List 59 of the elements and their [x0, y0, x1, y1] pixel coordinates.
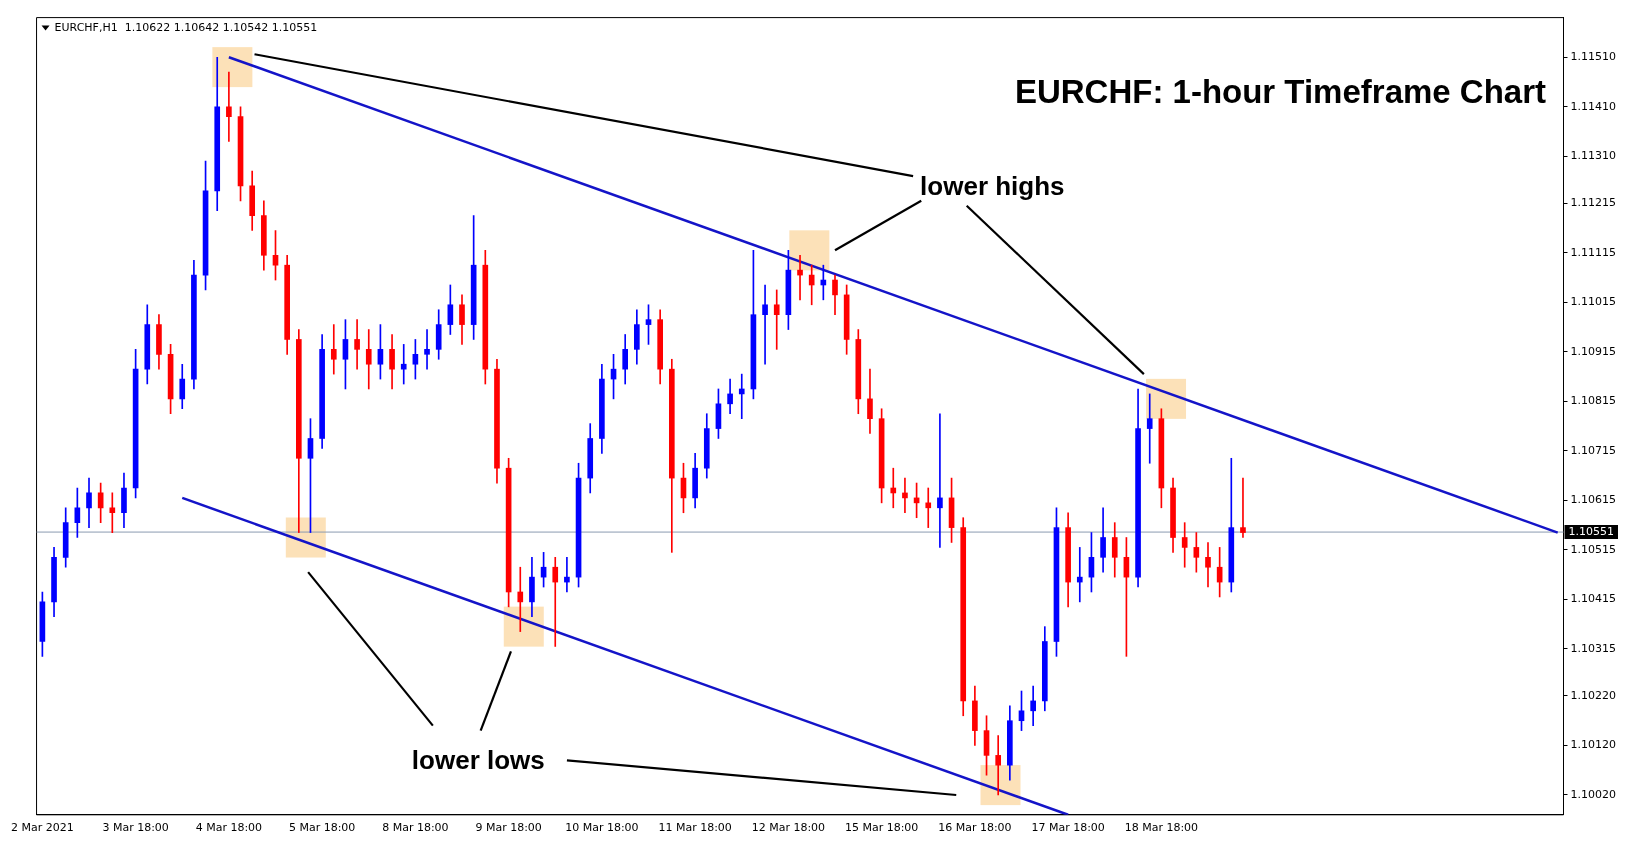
annotation: lower lows: [411, 744, 545, 776]
y-tick-label: 1.11410: [1570, 99, 1617, 113]
x-tick-label: 17 Mar 18:00: [1031, 821, 1105, 835]
x-tick-label: 8 Mar 18:00: [382, 821, 449, 835]
candlestick: [773, 289, 780, 350]
candlestick: [808, 264, 815, 306]
candlestick: [517, 566, 524, 632]
annotation: EURCHF,H1 1.10622 1.10642 1.10542 1.10551: [54, 20, 318, 34]
candlestick: [890, 467, 897, 509]
candlestick: [109, 492, 116, 533]
candlestick: [1146, 393, 1153, 464]
y-tick-label: 1.10120: [1570, 738, 1617, 752]
y-tick-label: 1.10415: [1570, 592, 1617, 606]
x-tick-label: 11 Mar 18:00: [658, 821, 732, 835]
text: EURCHF: 1-hour Timeframe Chart: [1014, 72, 1547, 111]
candlestick: [424, 329, 430, 370]
y-tick-label: 1.10715: [1570, 443, 1617, 457]
y-tick-label: 1.11510: [1570, 50, 1617, 64]
y-tick-label: 1.11310: [1570, 149, 1617, 163]
candlestick: [330, 324, 337, 375]
candlestick: [1205, 542, 1211, 588]
candlestick: [797, 254, 803, 301]
y-tick-label: 1.10220: [1570, 688, 1617, 702]
x-tick-label: 16 Mar 18:00: [938, 821, 1012, 835]
y-tick-label: 1.10315: [1570, 641, 1617, 655]
y-tick-label: 1.11115: [1570, 245, 1617, 259]
candlestick: [738, 373, 745, 420]
x-tick-label: 18 Mar 18:00: [1124, 821, 1199, 835]
x-tick-label: 10 Mar 18:00: [565, 821, 639, 835]
x-tick-label: 15 Mar 18:00: [844, 821, 919, 835]
candlestick: [226, 71, 232, 142]
candlestick: [995, 735, 1002, 796]
candlestick: [1076, 547, 1083, 603]
candlestick: [552, 556, 559, 647]
y-tick-label: 1.10815: [1570, 394, 1617, 408]
y-tick-label: 1.10915: [1570, 344, 1617, 358]
y-tick-label: 1.10615: [1570, 493, 1617, 507]
y-tick-label: 1.10020: [1570, 787, 1617, 801]
candlestick: [762, 284, 768, 365]
ref-line-label: 1.10551: [1568, 524, 1615, 538]
candlestick: [564, 556, 570, 593]
x-tick-label: 3 Mar 18:00: [102, 821, 169, 835]
candlestick: [1030, 685, 1036, 726]
candlestick: [400, 344, 407, 385]
candlestick: [1181, 522, 1188, 568]
x-tick-label: 5 Mar 18:00: [288, 821, 356, 835]
y-tick-label: 1.10515: [1570, 542, 1617, 556]
candlestick: [354, 319, 360, 370]
x-tick-label: 2 Mar 2021: [11, 821, 74, 835]
annotation: lower highs: [920, 170, 1065, 202]
x-tick-label: 4 Mar 18:00: [195, 821, 263, 835]
x-tick-label: 12 Mar 18:00: [751, 821, 826, 835]
y-tick-label: 1.11215: [1570, 196, 1617, 210]
candlestick: [937, 413, 943, 548]
candlestick: [902, 477, 908, 514]
x-tick-label: 9 Mar 18:00: [475, 821, 542, 835]
y-tick-label: 1.11015: [1570, 295, 1617, 309]
candlestick: [1240, 477, 1246, 538]
candlestick: [925, 487, 932, 528]
